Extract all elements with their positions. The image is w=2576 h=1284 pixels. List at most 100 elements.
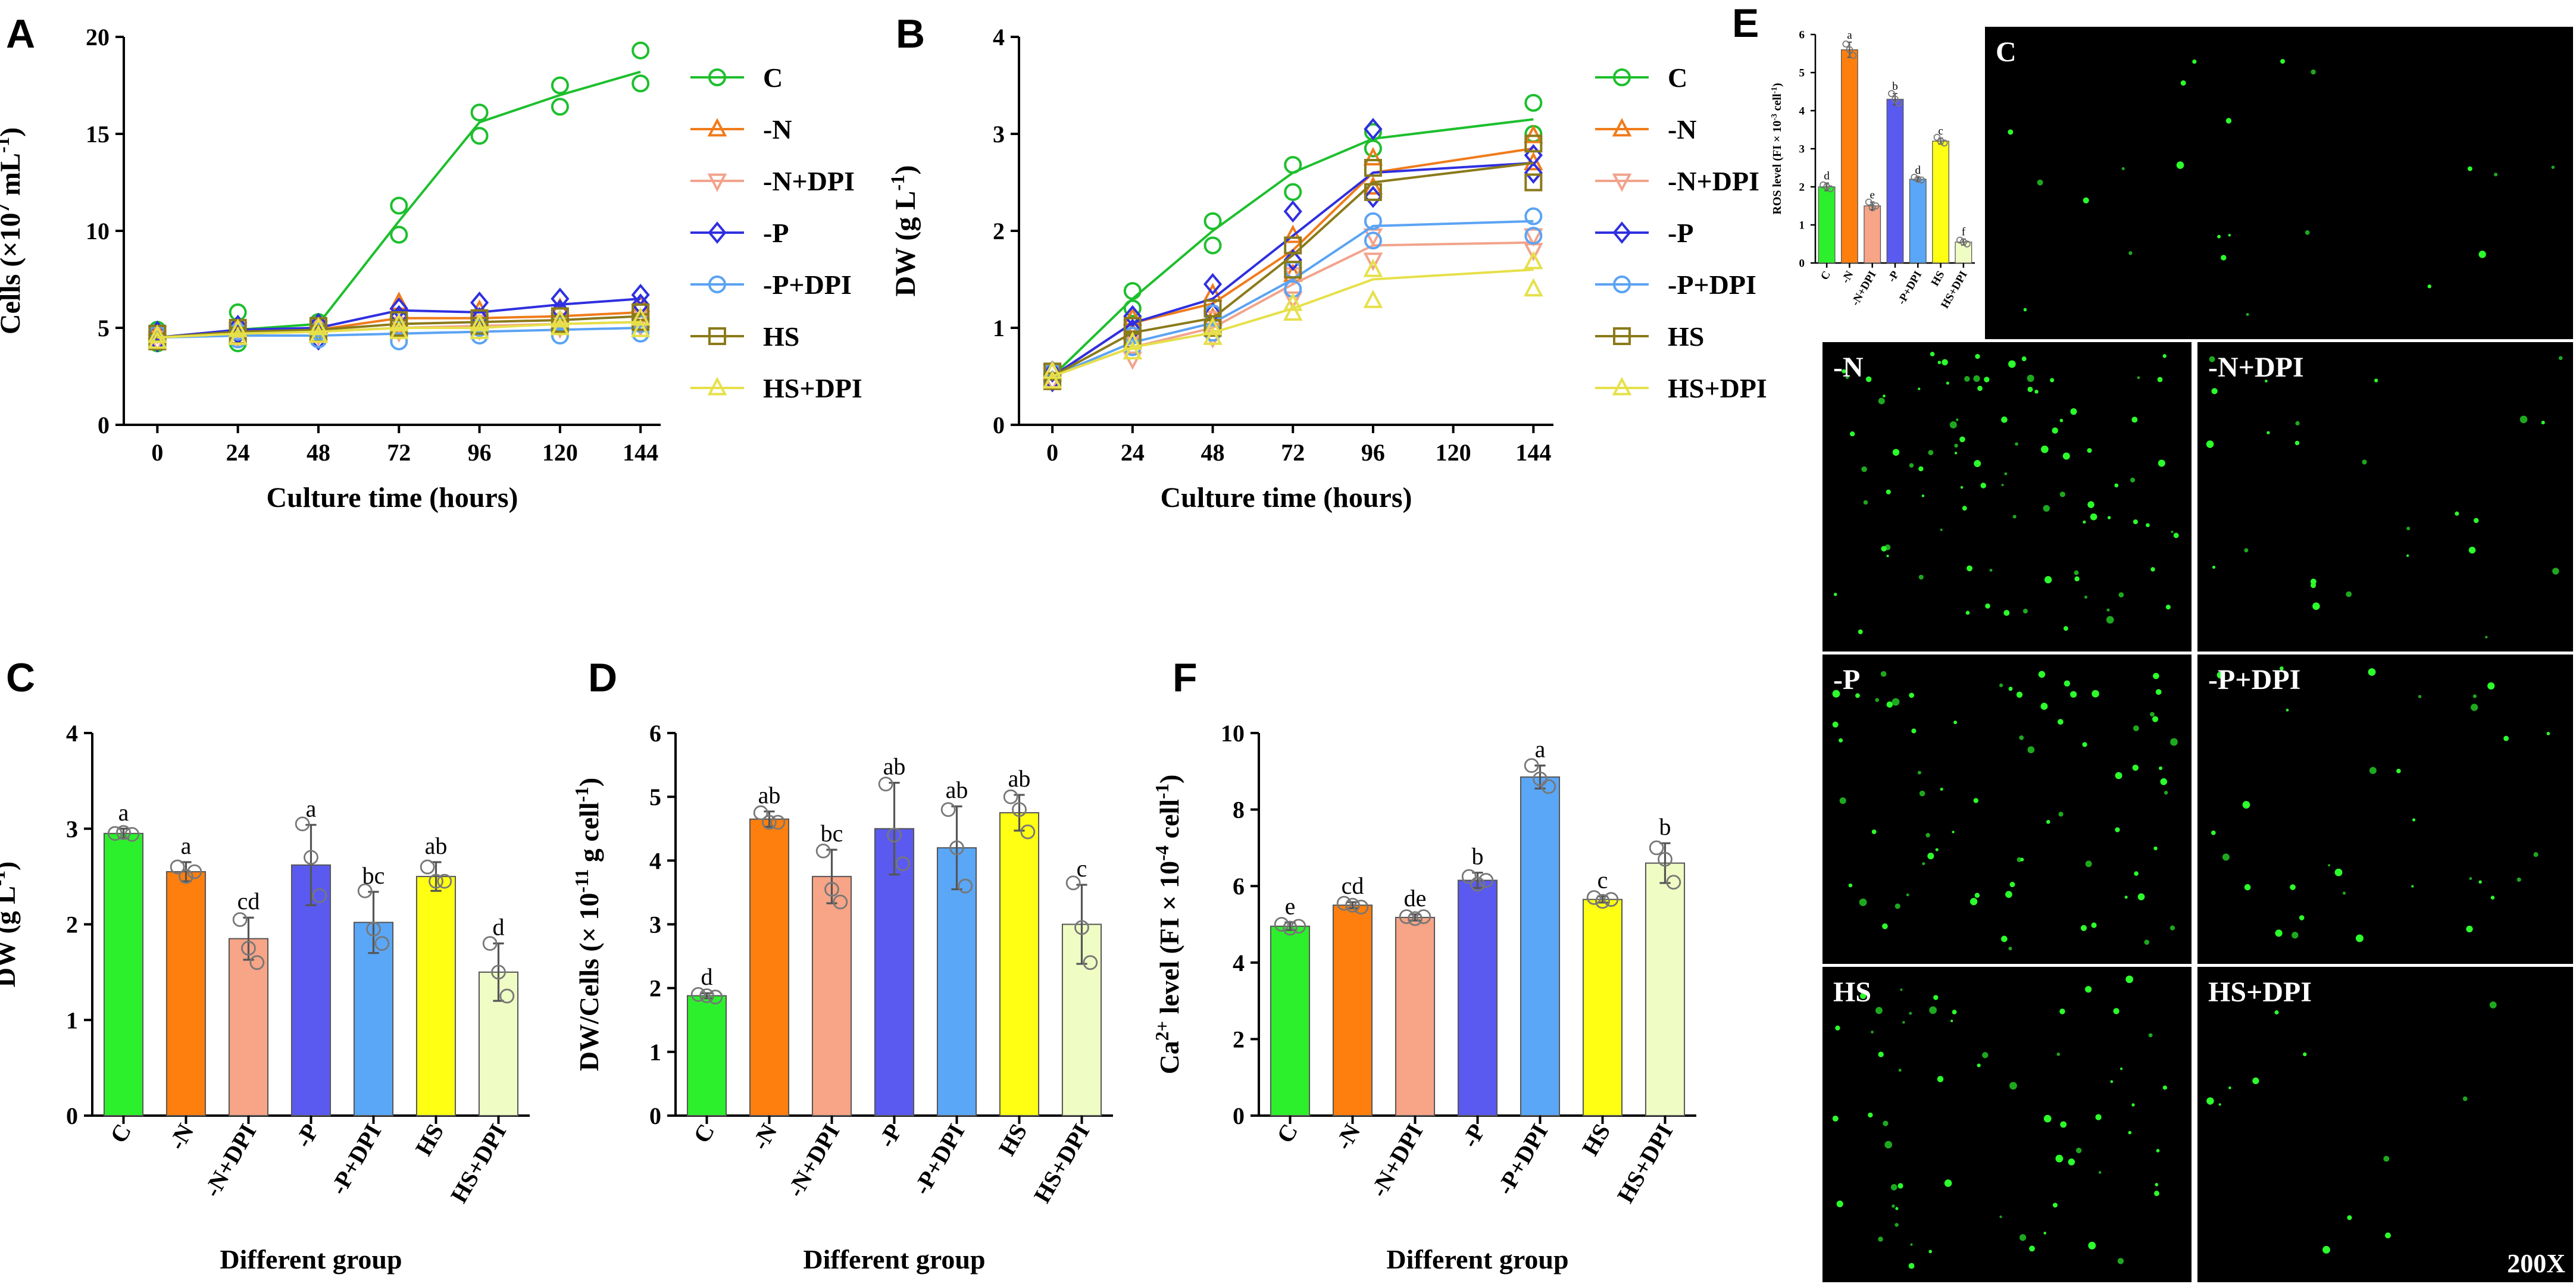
fluorescent-cell [2064, 680, 2071, 687]
fluorescent-cell [2342, 891, 2346, 895]
legend-label: C [1668, 62, 1687, 93]
fluorescent-cell [1890, 1184, 1897, 1191]
fluorescence-micrographs: C -N -N+DPI -P -P+DPI HS HS+DPI 200X [1822, 27, 2573, 1282]
replicate-point [482, 936, 498, 951]
replicate-point [1827, 185, 1834, 193]
y-axis-title-part: g cell [574, 802, 604, 869]
bar [1270, 925, 1311, 1116]
fluorescent-cell [2150, 567, 2155, 572]
panel-label-A: A [6, 11, 35, 57]
x-axis-title: Different group [220, 1244, 402, 1274]
replicate-point [887, 828, 902, 843]
micrograph--P+DPI: -P+DPI [2197, 654, 2573, 964]
y-tick-label: 2 [1799, 181, 1805, 194]
fluorescent-cell [2090, 513, 2097, 521]
fluorescent-cell [2027, 386, 2033, 392]
fluorescent-cell [2087, 448, 2092, 453]
legend-label: -N [1668, 114, 1697, 145]
x-tick-label: -P [1456, 1119, 1490, 1152]
significance-letter: ab [1008, 765, 1031, 792]
y-axis-title: DW (g L-1) [0, 862, 21, 988]
fluorescent-cell [2152, 716, 2159, 722]
fluorescent-cell [2044, 576, 2052, 584]
data-point [1123, 299, 1142, 318]
fluorescent-cell [2020, 857, 2024, 862]
data-point [630, 318, 651, 337]
bar [1818, 186, 1836, 264]
fluorescent-cell [2173, 533, 2179, 538]
y-tick-label: 0 [1233, 1103, 1245, 1129]
replicate-point [366, 922, 381, 937]
fluorescent-cell [2113, 1008, 2119, 1014]
data-point [1364, 159, 1382, 177]
fluorescent-cell [2170, 738, 2178, 746]
fluorescent-cell [2059, 1009, 2065, 1014]
legend-item: -N [690, 114, 792, 145]
replicate-point [1399, 909, 1414, 925]
data-point [551, 327, 569, 345]
fluorescent-cell [2412, 818, 2416, 822]
fluorescent-cell [2406, 527, 2411, 531]
fluorescent-cell [2110, 1080, 2114, 1083]
fluorescent-cell [1946, 381, 1949, 385]
fluorescent-cell [1927, 853, 1934, 860]
data-point [470, 320, 489, 339]
legend-item: HS [690, 321, 799, 352]
fluorescent-cell [2471, 703, 2478, 711]
fluorescent-cell [1839, 797, 1846, 804]
fluorescent-cell [2294, 440, 2300, 446]
legend-marker [1612, 173, 1632, 192]
fluorescent-cell [2494, 173, 2498, 177]
fluorescent-cell [2228, 234, 2231, 237]
fluorescent-cell [1832, 1115, 1839, 1122]
replicate-point [374, 936, 390, 951]
y-tick-label: 1 [1799, 220, 1805, 232]
fluorescent-cell [2246, 312, 2249, 317]
bar-group--P: ab [874, 753, 915, 1116]
bar-group--N+DPI: de [1395, 885, 1436, 1117]
fluorescent-cell [2169, 925, 2175, 931]
panel-label-C: C [6, 655, 35, 700]
data-point [551, 98, 569, 116]
y-tick-label: 3 [66, 816, 78, 843]
replicate-point [232, 912, 248, 927]
data-point [148, 320, 167, 339]
legend-item: -P [1595, 218, 1693, 248]
bar [228, 938, 269, 1117]
fluorescent-cell [1967, 565, 1972, 572]
fluorescent-cell [2385, 1232, 2391, 1239]
data-point [470, 312, 489, 331]
fluorescent-cell [2005, 891, 2012, 898]
fluorescent-cell [2206, 1097, 2214, 1105]
x-tick-label: HS+DPI [1028, 1119, 1095, 1207]
data-point [308, 317, 329, 336]
y-tick-label: 4 [1233, 950, 1245, 976]
significance-letter: ab [946, 776, 968, 803]
data-point [1203, 299, 1222, 318]
significance-letter: a [181, 832, 192, 859]
replicate-point [1541, 779, 1556, 794]
fluorescent-cell [2043, 1232, 2047, 1235]
y-axis-title-part: Ca [1154, 1041, 1184, 1074]
chart-D: 0 1 2 3 4 5 6 d Cab -N bc -N+DPI ab -P ab -P+DPI ab HS c HS… [571, 720, 1113, 1274]
replicate-point [949, 840, 964, 856]
fluorescent-cell [2148, 1033, 2153, 1038]
replicate-point [878, 776, 893, 792]
series-line [1052, 161, 1534, 378]
fluorescent-cell [2133, 725, 2139, 731]
replicate-point [1940, 139, 1948, 147]
fluorescent-cell [2312, 602, 2320, 610]
y-tick-label: 0 [66, 1103, 78, 1129]
fluorescent-cell [1940, 787, 1943, 791]
legend-marker [1612, 118, 1632, 137]
fluorescent-cell [2156, 1148, 2160, 1153]
y-axis-title-part: -3 [1770, 114, 1778, 121]
fluorescent-cell [1982, 1052, 1989, 1058]
fluorescent-cell [2485, 635, 2488, 639]
y-axis-title-part: -1 [0, 870, 9, 886]
fluorescent-cell [1933, 995, 1939, 1000]
fluorescent-cell [2091, 922, 2097, 928]
y-tick-label: 0 [993, 412, 1005, 439]
fluorescent-cell [2455, 511, 2459, 516]
